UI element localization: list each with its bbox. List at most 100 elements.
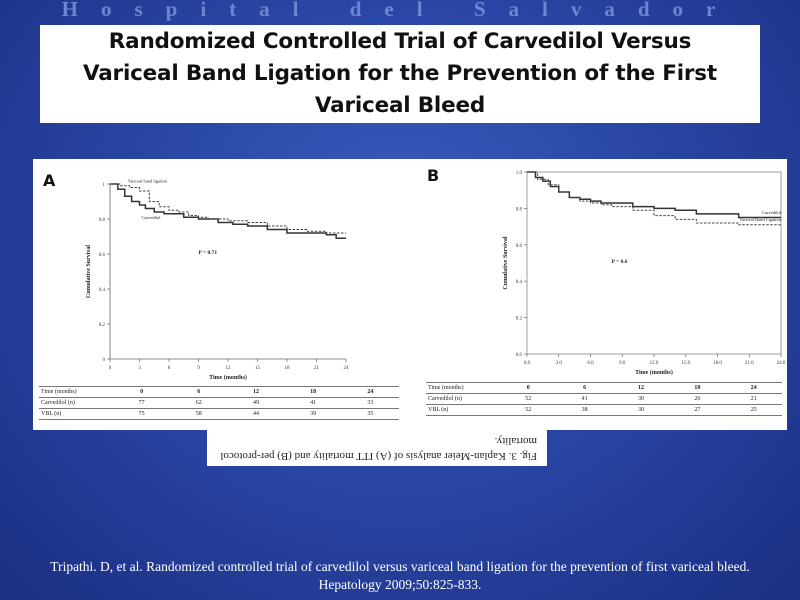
risk-table-cell: 6: [556, 382, 613, 394]
risk-table-cell: 25: [725, 404, 782, 416]
risk-table-a: Time (months) 0 6 12 18 24 Carvedilol (n) 77 62 4…: [39, 386, 399, 420]
x-tick-label: 15: [255, 366, 261, 371]
km-plot-a: 0 3 6 9 12 15 18 21 24 0 0.2 0.4 0.6 0.8 1 Time (months…: [86, 178, 350, 381]
y-tick-label: 1: [103, 183, 106, 188]
x-axis-label: Time (months): [635, 369, 673, 376]
risk-table-row: VBL (n) 75 58 44 39 35: [39, 408, 399, 420]
x-tick-label: 18: [285, 366, 291, 371]
risk-table-cell: 33: [341, 397, 399, 409]
risk-table-cell: 58: [170, 408, 228, 420]
x-tick-label: 18.0: [713, 361, 722, 366]
series-vbl-line: [110, 183, 346, 234]
p-value-annotation: P = 0.6: [612, 259, 628, 265]
y-tick-label: 0.2: [516, 317, 523, 322]
slide-title: Randomized Controlled Trial of Carvedilo…: [82, 29, 717, 118]
risk-table-row-label: Time (months): [426, 382, 500, 394]
risk-table-cell: 18: [284, 386, 342, 398]
x-tick-label: 24: [344, 366, 350, 371]
risk-table-header: Time (months) 0 6 12 18 24: [426, 382, 782, 394]
risk-table-cell: 26: [669, 393, 726, 405]
risk-table-cell: 30: [612, 393, 670, 405]
risk-table-b: Time (months) 0 6 12 18 24 Carvedilol (n) 52 41 3…: [426, 382, 782, 416]
risk-table-cell: 35: [341, 408, 399, 420]
risk-table-cell: 6: [170, 386, 228, 398]
x-tick-label: 9: [197, 366, 200, 371]
x-tick-label: 9.0: [619, 361, 626, 366]
x-axis-label: Time (months): [209, 374, 247, 381]
risk-table-row: VBL (n) 52 38 30 27 25: [426, 404, 782, 416]
series-carvedilol-line: [110, 183, 346, 239]
citation: Tripathi. D, et al. Randomized controlle…: [50, 559, 750, 592]
risk-table-row: Carvedilol (n) 77 62 49 41 33: [39, 397, 399, 409]
risk-table-row-label: Carvedilol (n): [426, 393, 500, 405]
x-tick-label: 24.0: [777, 361, 786, 366]
km-figure: A B 0 3 6 9 12 15 18 21 24 0 0.2 0.4 0.6 0.8 1 Time (mo…: [33, 159, 787, 430]
p-value-annotation: P = 0.71: [199, 250, 218, 256]
risk-table-cell: 44: [227, 408, 285, 420]
y-axis-label: Cumulative Survival: [503, 236, 509, 290]
y-tick-label: 0: [103, 358, 106, 363]
risk-table-cell: 30: [612, 404, 670, 416]
x-tick-label: 12: [226, 366, 232, 371]
risk-table-cell: 18: [669, 382, 726, 394]
series-label: Variceal Band Ligation: [739, 217, 781, 222]
risk-table-cell: 41: [556, 393, 613, 405]
risk-table-cell: 52: [500, 404, 557, 416]
x-tick-label: 0.0: [524, 361, 531, 366]
hospital-name: Hospital del Salvador: [61, 0, 739, 21]
risk-table-cell: 41: [284, 397, 342, 409]
y-tick-label: 0.2: [99, 323, 106, 328]
y-tick-label: 0.8: [99, 218, 106, 223]
risk-table-row-label: Carvedilol (n): [39, 397, 113, 409]
x-tick-label: 0: [109, 366, 112, 371]
risk-table-header: Time (months) 0 6 12 18 24: [39, 386, 399, 398]
x-tick-label: 15.0: [681, 361, 690, 366]
risk-table-row-label: VBL (n): [39, 408, 113, 420]
risk-table-cell: 77: [113, 397, 171, 409]
risk-table-row: Carvedilol (n) 52 41 30 26 21: [426, 393, 782, 405]
risk-table-row-label: VBL (n): [426, 404, 500, 416]
plot-frame: [526, 171, 782, 355]
series-label: Carvedilol: [141, 215, 161, 220]
risk-table-cell: 12: [227, 386, 285, 398]
series-carvedilol-line: [527, 171, 781, 219]
x-tick-label: 12.0: [650, 361, 659, 366]
caption-box: Fig. 3. Kaplan-Meier analysis of (A) ITT…: [207, 430, 547, 466]
y-tick-label: 0.0: [516, 353, 523, 358]
figure-caption: Fig. 3. Kaplan-Meier analysis of (A) ITT…: [220, 435, 537, 462]
x-tick-label: 21: [314, 366, 320, 371]
series-label: Variceal band ligation: [128, 178, 168, 183]
x-tick-label: 6: [168, 366, 171, 371]
panel-label-a: A: [43, 171, 56, 190]
risk-table-row-label: Time (months): [39, 386, 113, 398]
risk-table-cell: 49: [227, 397, 285, 409]
risk-table-cell: 0: [500, 382, 557, 394]
risk-table-cell: 27: [669, 404, 726, 416]
y-tick-label: 0.4: [99, 288, 106, 293]
y-axis-label: Cumulative Survival: [86, 245, 92, 299]
title-box: Randomized Controlled Trial of Carvedilo…: [40, 25, 760, 123]
x-tick-label: 21.0: [745, 361, 754, 366]
y-tick-label: 0.8: [516, 207, 523, 212]
risk-table-cell: 21: [725, 393, 782, 405]
risk-table-cell: 24: [341, 386, 399, 398]
x-tick-label: 3: [138, 366, 141, 371]
y-tick-label: 1.0: [516, 171, 523, 176]
risk-table-cell: 75: [113, 408, 171, 420]
risk-table-cell: 62: [170, 397, 228, 409]
risk-table-cell: 0: [113, 386, 171, 398]
y-tick-label: 0.6: [516, 244, 523, 249]
risk-table-cell: 24: [725, 382, 782, 394]
y-tick-label: 0.4: [516, 280, 523, 285]
risk-table-cell: 52: [500, 393, 557, 405]
x-tick-label: 3.0: [556, 361, 563, 366]
panel-label-b: B: [427, 166, 440, 185]
risk-table-cell: 39: [284, 408, 342, 420]
series-vbl-line: [527, 171, 781, 226]
risk-table-cell: 38: [556, 404, 613, 416]
x-tick-label: 6.0: [587, 361, 594, 366]
y-tick-label: 0.6: [99, 253, 106, 258]
series-label: Carvedilol: [762, 210, 782, 215]
risk-table-cell: 12: [612, 382, 670, 394]
km-plot-b: 0.0 3.0 6.0 9.0 12.0 15.0 18.0 21.0 24.0 0.0 0.2 0.…: [503, 171, 786, 376]
